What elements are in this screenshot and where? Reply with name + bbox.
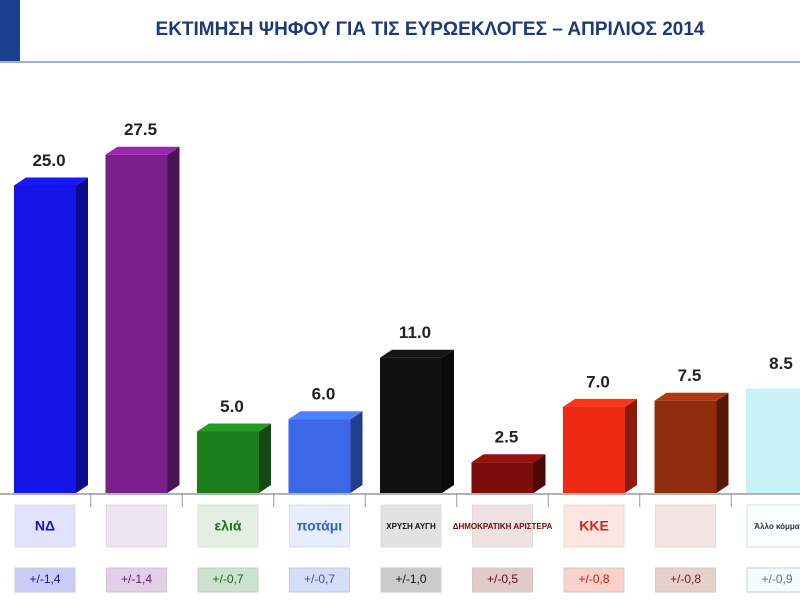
bar: [654, 400, 717, 493]
margin-label: +/-0,7: [212, 572, 243, 586]
bar: [197, 431, 259, 493]
margin-label: +/-1,4: [29, 572, 60, 586]
bar-side: [76, 177, 88, 493]
party-name: Άλλο κόμμα: [754, 522, 800, 531]
margin-box: [472, 567, 533, 593]
party-logo: [106, 504, 167, 548]
bar-side: [625, 398, 637, 493]
party-name: ΔΗΜΟΚΡΑΤΙΚΗ ΑΡΙΣΤΕΡΑ: [453, 522, 553, 531]
margin-label: +/-0,9: [761, 572, 792, 586]
value-label: 7.5: [678, 366, 702, 385]
value-label: 11.0: [399, 323, 431, 342]
bar-side: [167, 146, 180, 493]
margin-box: [289, 567, 350, 593]
margin-label: +/-0,8: [578, 572, 609, 586]
margin-box: [106, 567, 167, 593]
bar-top: [14, 177, 88, 186]
bar: [746, 388, 800, 493]
bar: [14, 185, 76, 493]
bar-top: [654, 392, 729, 401]
value-label: 6.0: [312, 385, 336, 404]
margin-label: +/-1,0: [395, 572, 426, 586]
party-logo: [380, 504, 442, 548]
margin-label: +/-0,5: [487, 572, 518, 586]
margin-box: [563, 567, 625, 593]
margin-box: [197, 567, 259, 593]
bar-side: [533, 454, 546, 493]
margin-box: [14, 567, 76, 593]
margin-label: +/-1,4: [121, 572, 152, 586]
value-label: 27.5: [124, 120, 157, 139]
value-label: 8.5: [769, 354, 793, 373]
bar-side: [442, 349, 454, 493]
value-label: 5.0: [220, 397, 244, 416]
party-name: ελιά: [215, 518, 242, 534]
party-logo: [14, 504, 76, 548]
bar-side: [259, 423, 271, 493]
bar-top: [197, 423, 271, 432]
margin-label: +/-0,7: [304, 572, 335, 586]
bar: [288, 419, 351, 493]
margin-box: [746, 567, 800, 593]
party-name: ποτάμι: [297, 518, 343, 534]
bar-top: [380, 349, 454, 358]
party-logo: [472, 504, 533, 548]
party-logo: [746, 504, 800, 548]
bar-top: [746, 380, 800, 389]
bar: [563, 406, 625, 493]
corner-logo: [0, 0, 20, 62]
value-label: 2.5: [495, 428, 519, 447]
margin-box: [380, 567, 442, 593]
bar-side: [350, 411, 363, 493]
bar: [380, 357, 442, 493]
bar-top: [471, 454, 546, 463]
value-label: 25.0: [32, 151, 65, 170]
party-logo: [197, 504, 259, 548]
party-name: ΚΚΕ: [579, 518, 609, 534]
bar-side: [716, 392, 729, 493]
party-name: ΧΡΥΣΗ ΑΥΓΗ: [386, 522, 436, 531]
bar: [471, 462, 534, 493]
party-name: ΝΔ: [35, 518, 55, 534]
value-label: 7.0: [586, 372, 610, 391]
bar-top: [288, 411, 363, 420]
bar: [105, 154, 168, 493]
bar-top: [563, 398, 637, 407]
margin-label: +/-0,8: [670, 572, 701, 586]
chart-title: ΕΚΤΙΜΗΣΗ ΨΗΦΟΥ ΓΙΑ ΤΙΣ ΕΥΡΩΕΚΛΟΓΕΣ – ΑΠΡ…: [156, 19, 705, 40]
party-logo: [655, 504, 716, 548]
party-logo: [563, 504, 625, 548]
margin-box: [655, 567, 716, 593]
bar-top: [105, 146, 180, 155]
party-logo: [289, 504, 350, 548]
